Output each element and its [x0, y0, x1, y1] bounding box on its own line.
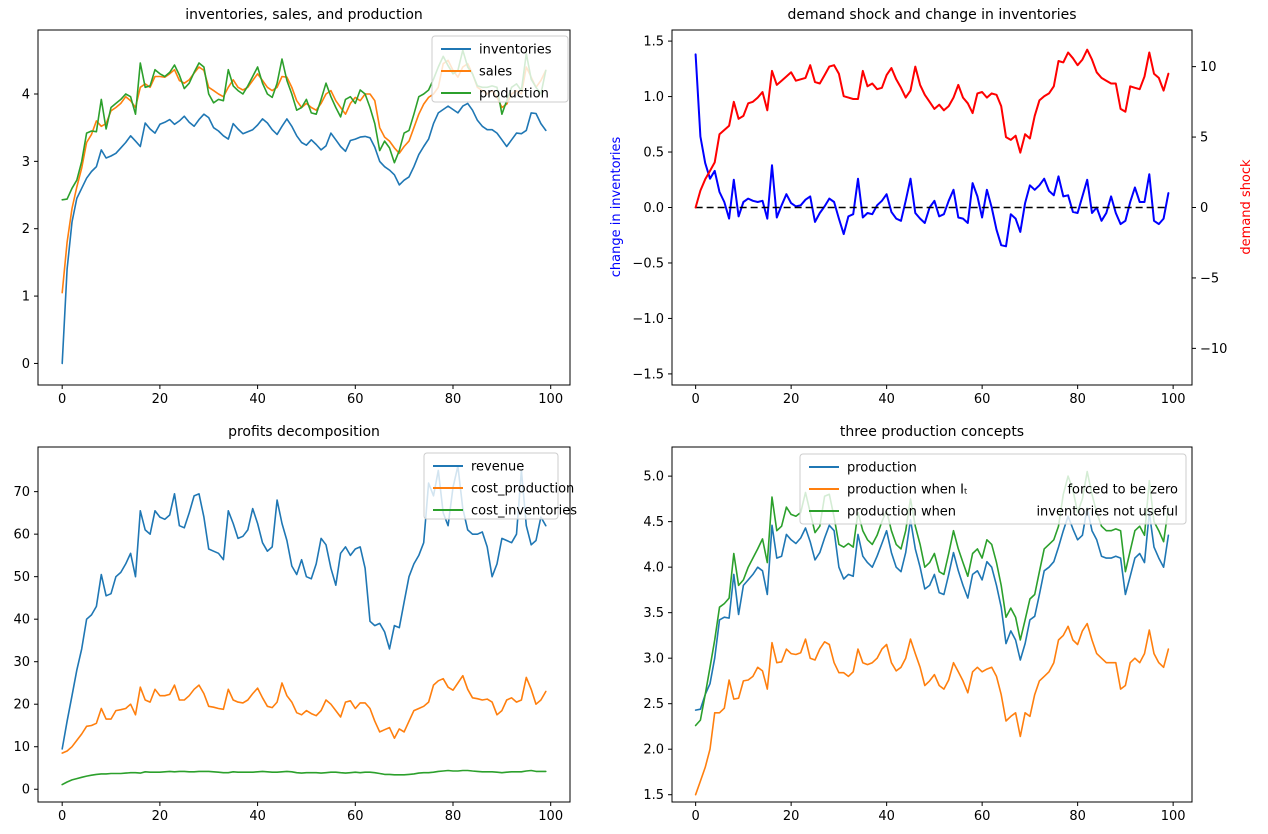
x-tick-label: 0	[691, 809, 699, 824]
series-line-cost-production	[61, 674, 547, 754]
x-tick-label: 0	[58, 392, 66, 407]
right-y-tick-label: 0	[1200, 201, 1208, 216]
legend-box	[799, 453, 1187, 525]
legend-label: inventories	[479, 43, 552, 58]
series-line-change-in-inventories	[694, 53, 1170, 248]
y-tick-label: 10	[13, 740, 30, 755]
x-tick-label: 100	[1161, 392, 1186, 407]
subplot-4-title: three production concepts	[839, 424, 1025, 440]
legend-box	[431, 35, 569, 103]
legend-box	[423, 452, 559, 520]
plot-lines	[694, 48, 1170, 248]
y-tick-label: 50	[13, 570, 30, 585]
legend-label: sales	[479, 65, 512, 80]
x-tick-label: 40	[878, 392, 895, 407]
subplot-three-production-concepts: 0 20 40 60 80 100 1.5 2.0 2.5 3.0 3.5 4.0 4.5 5.0 prod…	[643, 446, 1193, 824]
right-y-tick-label: 10	[1200, 60, 1217, 75]
y-tick-label: 2.0	[643, 743, 664, 758]
right-y-axis-label: demand shock	[1239, 159, 1254, 255]
y-tick-label: 1.5	[643, 35, 664, 50]
y-tick-label: 20	[13, 698, 30, 713]
y-tick-label: 30	[13, 655, 30, 670]
subplot-inventories-sales-production: 0 20 40 60 80 100 0 1 2 3 4 inventories sales product…	[22, 29, 571, 407]
x-tick-label: 20	[152, 809, 169, 824]
right-y-tick-label: −10	[1200, 342, 1227, 357]
axes-spines	[671, 446, 1193, 803]
y-tick-label: 5.0	[643, 470, 664, 485]
right-y-tick-label: −5	[1200, 271, 1219, 286]
legend: inventories sales production	[431, 35, 569, 103]
y-tick-label: 70	[13, 485, 30, 500]
y-tick-label: 4.0	[643, 561, 664, 576]
legend-label: production	[479, 87, 549, 102]
legend: production production when Iₜ forced to be…	[799, 453, 1187, 525]
y-tick-label: −1.5	[632, 367, 664, 382]
y-tick-label: 0.5	[643, 146, 664, 161]
legend-label: revenue	[471, 460, 524, 475]
x-tick-label: 40	[249, 809, 266, 824]
y-tick-label: 1	[22, 290, 30, 305]
y-tick-label: 4	[22, 87, 30, 102]
x-tick-label: 100	[1161, 809, 1186, 824]
subplot-profits-decomposition: 0 20 40 60 80 100 0 10 20 30 40 50 60 70 revenue cost_p…	[13, 446, 577, 824]
y-tick-label: 2.5	[643, 697, 664, 712]
left-y-axis-label: change in inventories	[609, 136, 624, 278]
y-tick-label: 0	[22, 357, 30, 372]
legend-label: production	[847, 461, 917, 476]
subplot-2-title: demand shock and change in inventories	[787, 7, 1077, 23]
y-tick-label: 3	[22, 155, 30, 170]
y-tick-label: 3.0	[643, 652, 664, 667]
legend-label-right: forced to be zero	[1067, 483, 1178, 498]
x-tick-label: 0	[691, 392, 699, 407]
y-tick-label: 2	[22, 222, 30, 237]
y-tick-label: −0.5	[632, 256, 664, 271]
y-tick-label: 0	[22, 783, 30, 798]
y-tick-label: 40	[13, 613, 30, 628]
series-line-production-when-i-t-forced-to-be-zero	[694, 622, 1170, 796]
x-tick-label: 60	[974, 392, 991, 407]
legend-label: cost_inventories	[471, 504, 577, 519]
x-tick-label: 40	[878, 809, 895, 824]
y-tick-label: −1.0	[632, 312, 664, 327]
y-tick-label: 60	[13, 528, 30, 543]
x-tick-label: 60	[347, 809, 364, 824]
x-tick-label: 20	[783, 809, 800, 824]
right-y-tick-label: 5	[1200, 131, 1208, 146]
series-line-production	[694, 507, 1170, 711]
x-tick-label: 0	[58, 809, 66, 824]
x-tick-label: 40	[249, 392, 266, 407]
x-tick-label: 100	[538, 809, 563, 824]
axes-spines	[37, 29, 571, 386]
x-tick-label: 20	[783, 392, 800, 407]
y-tick-label: 4.5	[643, 515, 664, 530]
y-tick-label: 1.5	[643, 788, 664, 803]
y-tick-label: 0.0	[643, 201, 664, 216]
x-tick-label: 80	[445, 392, 462, 407]
y-tick-label: 1.0	[643, 90, 664, 105]
x-tick-label: 60	[347, 392, 364, 407]
series-line-inventories	[61, 102, 547, 365]
axes-spines	[37, 446, 571, 803]
x-tick-label: 20	[152, 392, 169, 407]
x-tick-label: 100	[538, 392, 563, 407]
legend-label: production when	[847, 505, 956, 520]
subplot-1-title: inventories, sales, and production	[185, 7, 423, 23]
legend-label-right: inventories not useful	[1036, 505, 1178, 520]
legend-label: production when Iₜ	[847, 483, 968, 498]
series-line-demand-shock	[694, 48, 1170, 209]
subplot-3-title: profits decomposition	[228, 424, 380, 440]
x-tick-label: 80	[1069, 809, 1086, 824]
x-tick-label: 80	[1069, 392, 1086, 407]
subplot-demand-shock-change-in-inventories: 0 20 40 60 80 100−1.5−1.0−0.50.00.51.01.5−10−…	[632, 29, 1227, 407]
x-tick-label: 60	[974, 809, 991, 824]
series-line-cost-inventories	[61, 769, 547, 786]
y-tick-label: 3.5	[643, 606, 664, 621]
x-tick-label: 80	[445, 809, 462, 824]
legend: revenue cost_production cost_inventories	[423, 452, 577, 520]
legend-label: cost_production	[471, 482, 574, 497]
